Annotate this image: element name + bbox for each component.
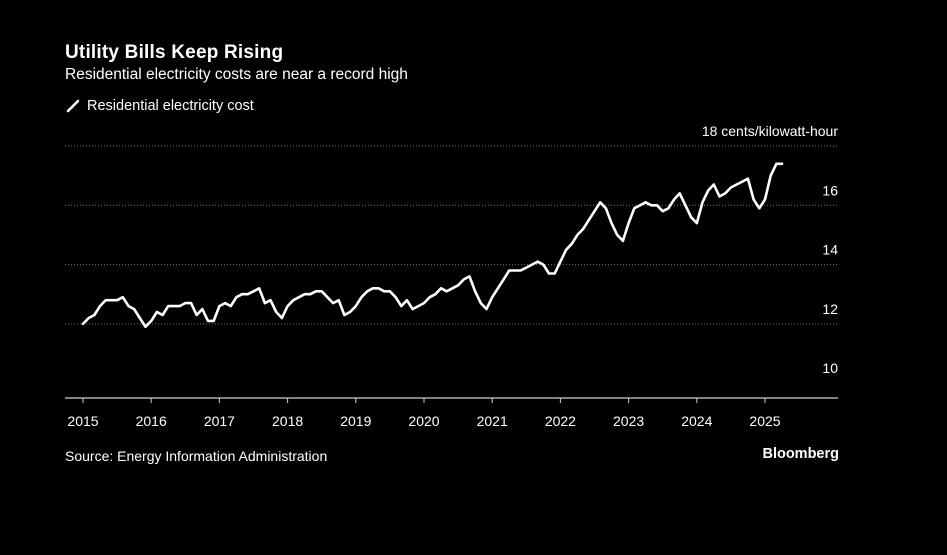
legend-line-icon — [66, 99, 80, 113]
source-note: Source: Energy Information Administratio… — [65, 448, 328, 464]
x-tick-label-2015: 2015 — [67, 413, 98, 429]
x-tick-label-2024: 2024 — [681, 413, 712, 429]
x-tick-label-2023: 2023 — [613, 413, 644, 429]
x-tick-label-2021: 2021 — [477, 413, 508, 429]
x-tick-label-2019: 2019 — [340, 413, 371, 429]
brand-logo: Bloomberg — [762, 446, 839, 462]
x-tick-label-2017: 2017 — [204, 413, 235, 429]
x-tick-label-2020: 2020 — [408, 413, 439, 429]
legend-label: Residential electricity cost — [87, 98, 254, 114]
y-tick-label-16: 16 — [822, 182, 838, 198]
legend: Residential electricity cost — [65, 98, 254, 114]
x-tick-label-2022: 2022 — [545, 413, 576, 429]
x-tick-label-2025: 2025 — [749, 413, 780, 429]
series-line-0 — [81, 162, 784, 329]
y-tick-label-18: 18 cents/kilowatt-hour — [702, 123, 839, 139]
y-tick-label-14: 14 — [822, 242, 838, 258]
chart-subtitle: Residential electricity costs are near a… — [65, 66, 408, 83]
chart-title: Utility Bills Keep Rising — [65, 42, 284, 63]
x-tick-label-2018: 2018 — [272, 413, 303, 429]
x-tick-label-2016: 2016 — [136, 413, 167, 429]
y-tick-label-10: 10 — [822, 360, 838, 376]
y-tick-label-12: 12 — [822, 301, 838, 317]
